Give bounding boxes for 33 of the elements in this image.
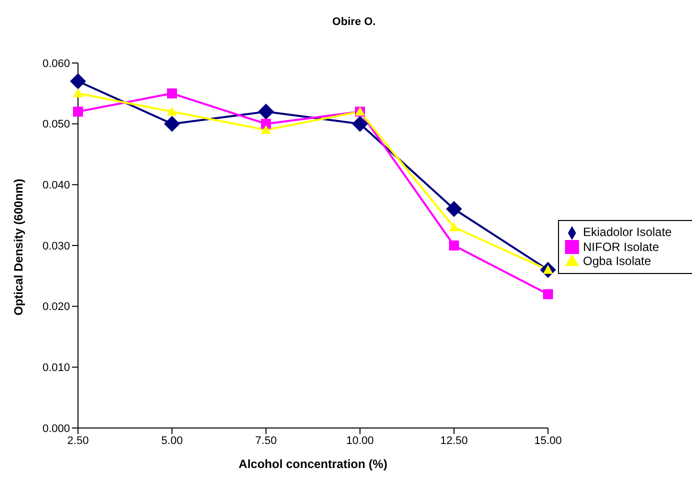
y-axis-title: Optical Density (600nm) (11, 178, 26, 316)
y-tick-label: 0.020 (42, 301, 70, 314)
legend-label: Ekiadolor Isolate (583, 224, 672, 239)
point (261, 124, 271, 134)
legend-label: NIFOR Isolate (583, 240, 660, 254)
y-tick-label: 0.000 (42, 422, 70, 435)
y-tick-label: 0.040 (42, 180, 70, 192)
point (167, 106, 177, 116)
point (167, 88, 177, 98)
point (449, 222, 459, 232)
y-tick-label: 0.060 (42, 58, 70, 70)
point (164, 116, 180, 132)
point (261, 118, 271, 129)
point (70, 73, 86, 90)
x-tick-label: 10.00 (346, 434, 374, 447)
point (258, 104, 274, 120)
point (352, 116, 368, 132)
point (73, 88, 83, 98)
legend-label: Ogba Isolate (583, 254, 652, 268)
point (449, 240, 459, 250)
point (73, 106, 83, 117)
y-tick-label: 0.030 (42, 240, 70, 252)
x-tick-label: 12.50 (440, 434, 468, 447)
x-tick-label: 2.50 (67, 434, 89, 447)
y-tick-label: 0.010 (42, 362, 70, 374)
x-tick-label: 7.50 (255, 434, 277, 447)
x-tick-label: 15.00 (534, 434, 562, 447)
x-axis-title: Alcohol concentration (%) (238, 457, 388, 471)
chart-title: Obire O. (331, 16, 377, 28)
x-tick-label: 5.00 (161, 434, 183, 447)
point (543, 289, 553, 300)
point (446, 201, 462, 217)
y-tick-label: 0.050 (42, 118, 70, 131)
